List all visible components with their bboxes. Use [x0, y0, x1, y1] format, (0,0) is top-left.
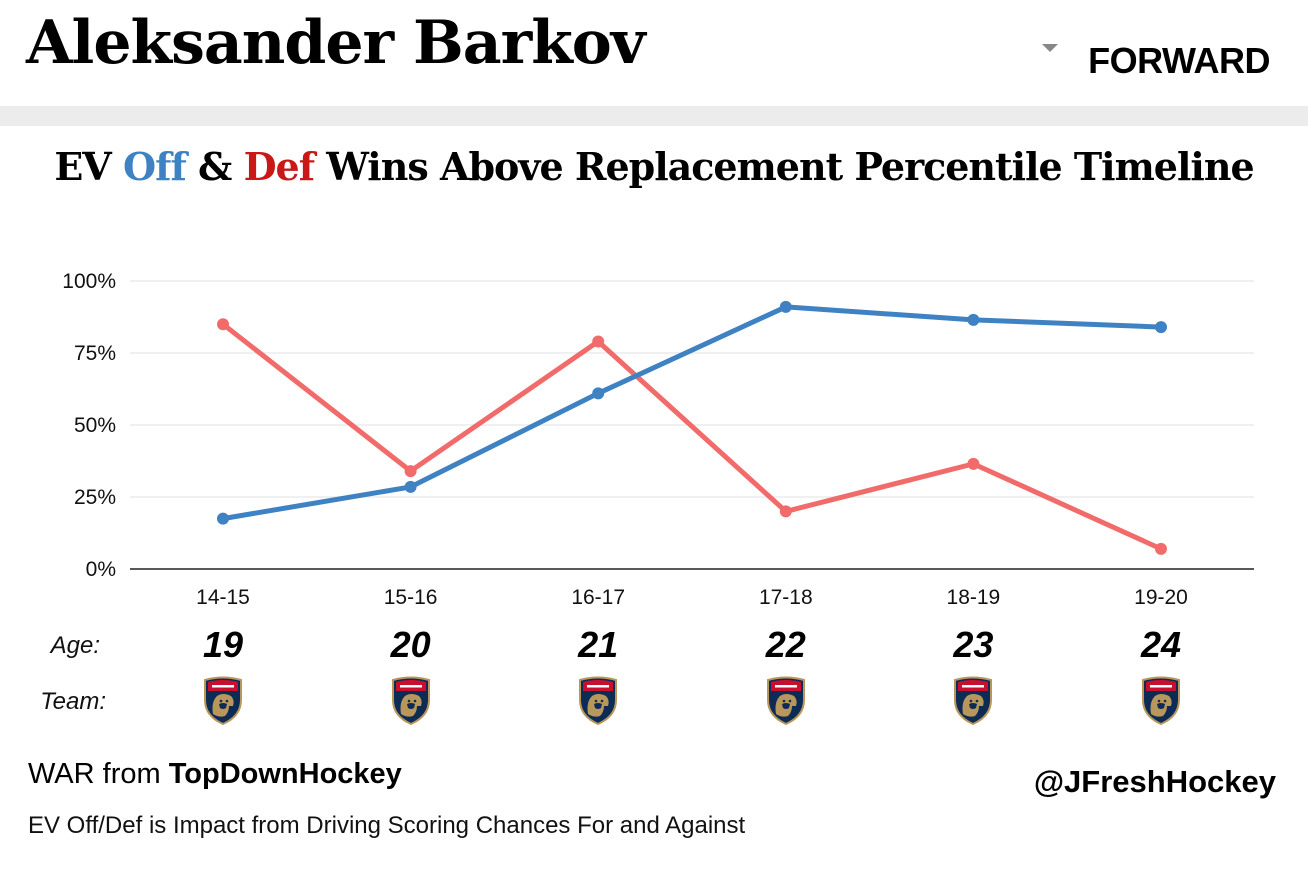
- war-source: WAR from TopDownHockey: [28, 758, 402, 791]
- x-tick-label: 18-19: [947, 586, 1001, 609]
- series-line-off: [220, 304, 1164, 522]
- title-off: Off: [123, 144, 187, 189]
- header-divider: [0, 106, 1308, 126]
- data-point-off: [404, 480, 417, 493]
- florida-panthers-logo-icon: [1139, 676, 1183, 726]
- age-value: 20: [390, 624, 431, 665]
- title-part-ev: EV: [54, 144, 123, 189]
- age-value: 22: [765, 624, 806, 665]
- florida-panthers-logo-icon: [764, 676, 808, 726]
- position-label[interactable]: FORWARD: [1088, 40, 1270, 81]
- data-point-def: [404, 465, 417, 478]
- data-point-def: [217, 318, 229, 331]
- florida-panthers-logo-icon: [951, 676, 995, 726]
- florida-panthers-logo-icon: [389, 676, 433, 726]
- data-point-off: [592, 387, 605, 400]
- data-point-off: [779, 300, 792, 313]
- y-tick-label: 100%: [62, 270, 116, 293]
- chevron-down-icon[interactable]: [1042, 44, 1058, 52]
- y-tick-label: 75%: [74, 342, 116, 365]
- age-value: 21: [578, 624, 619, 665]
- data-point-def: [592, 335, 605, 348]
- y-tick-label: 50%: [74, 414, 116, 437]
- florida-panthers-logo-icon: [201, 676, 245, 726]
- x-tick-label: 15-16: [384, 586, 438, 609]
- age-value: 23: [953, 624, 994, 665]
- source-prefix: WAR from: [28, 758, 169, 790]
- team-row-label: Team:: [40, 688, 106, 715]
- x-tick-label: 16-17: [571, 586, 625, 609]
- player-name: Aleksander Barkov: [26, 8, 646, 78]
- data-point-def: [967, 457, 980, 470]
- y-tick-label: 0%: [86, 558, 116, 581]
- age-value: 24: [1140, 624, 1182, 665]
- title-def: Def: [243, 144, 315, 189]
- data-point-off: [967, 313, 980, 326]
- y-tick-label: 25%: [74, 486, 116, 509]
- age-row-label: Age:: [50, 632, 100, 659]
- title-rest: Wins Above Replacement Percentile Timeli…: [314, 144, 1254, 189]
- position-dropdown[interactable]: FORWARD: [1030, 30, 1270, 90]
- data-point-def: [1155, 542, 1167, 555]
- x-tick-label: 19-20: [1134, 586, 1188, 609]
- author-handle: @JFreshHockey: [1033, 764, 1276, 799]
- series-line-def: [220, 321, 1164, 552]
- age-value: 19: [202, 624, 244, 665]
- source-name: TopDownHockey: [168, 758, 402, 790]
- chart-title: EV Off & Def Wins Above Replacement Perc…: [0, 144, 1308, 189]
- data-point-off: [217, 512, 229, 525]
- metric-note: EV Off/Def is Impact from Driving Scorin…: [28, 812, 746, 839]
- x-tick-label: 14-15: [196, 586, 250, 609]
- title-amp: &: [185, 144, 244, 189]
- data-point-off: [1155, 321, 1167, 334]
- x-tick-label: 17-18: [759, 586, 813, 609]
- florida-panthers-logo-icon: [576, 676, 620, 726]
- data-point-def: [779, 505, 792, 518]
- header: Aleksander Barkov FORWARD: [0, 0, 1308, 106]
